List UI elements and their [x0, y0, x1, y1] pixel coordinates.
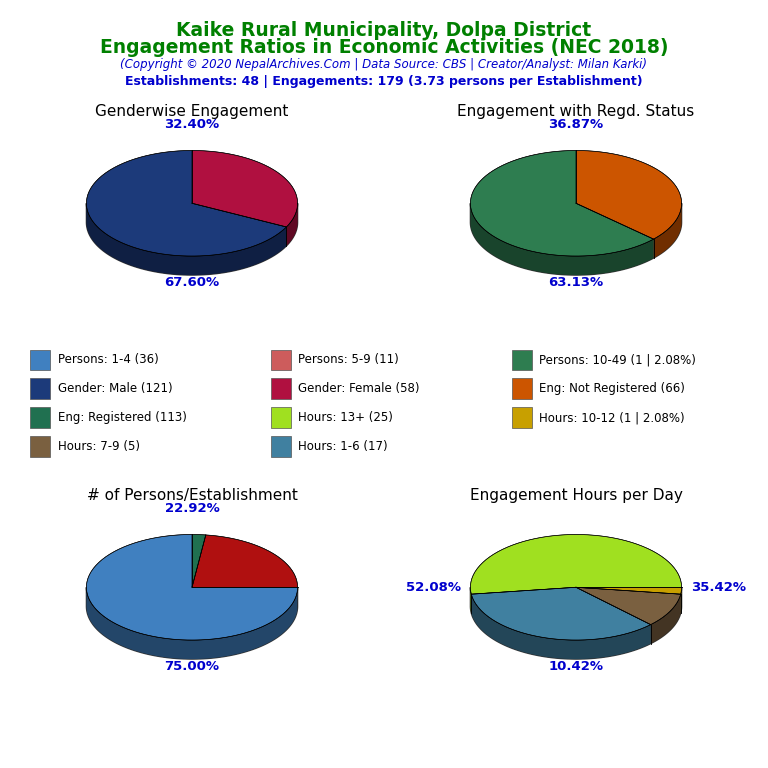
Bar [30, 407, 51, 428]
Polygon shape [86, 588, 297, 659]
Polygon shape [87, 589, 297, 659]
Text: 35.42%: 35.42% [691, 581, 746, 594]
Bar [271, 379, 291, 399]
Text: Hours: 1-6 (17): Hours: 1-6 (17) [298, 440, 388, 453]
Polygon shape [86, 204, 297, 275]
Text: 36.87%: 36.87% [548, 118, 604, 131]
Text: Persons: 1-4 (36): Persons: 1-4 (36) [58, 353, 158, 366]
Polygon shape [471, 588, 472, 613]
Polygon shape [472, 588, 650, 640]
Title: Engagement Hours per Day: Engagement Hours per Day [469, 488, 683, 503]
Polygon shape [654, 205, 681, 258]
Polygon shape [576, 588, 680, 624]
Bar [511, 349, 531, 370]
Polygon shape [471, 151, 654, 256]
Polygon shape [192, 151, 297, 227]
Bar [271, 436, 291, 457]
Text: Kaike Rural Municipality, Dolpa District: Kaike Rural Municipality, Dolpa District [177, 21, 591, 40]
Text: Hours: 13+ (25): Hours: 13+ (25) [298, 411, 393, 424]
Text: 75.00%: 75.00% [164, 660, 220, 673]
Text: Engagement Ratios in Economic Activities (NEC 2018): Engagement Ratios in Economic Activities… [100, 38, 668, 58]
Text: Gender: Male (121): Gender: Male (121) [58, 382, 172, 396]
Text: 52.08%: 52.08% [406, 581, 461, 594]
Text: Persons: 10-49 (1 | 2.08%): Persons: 10-49 (1 | 2.08%) [539, 353, 696, 366]
Polygon shape [576, 151, 681, 239]
Bar [511, 407, 531, 428]
Bar [271, 349, 291, 370]
Text: 67.60%: 67.60% [164, 276, 220, 289]
Text: Establishments: 48 | Engagements: 179 (3.73 persons per Establishment): Establishments: 48 | Engagements: 179 (3… [125, 75, 643, 88]
Text: Eng: Registered (113): Eng: Registered (113) [58, 411, 187, 424]
Text: Hours: 10-12 (1 | 2.08%): Hours: 10-12 (1 | 2.08%) [539, 411, 684, 424]
Polygon shape [87, 151, 286, 256]
Text: 63.13%: 63.13% [548, 276, 604, 289]
Bar [30, 436, 51, 457]
Title: # of Persons/Establishment: # of Persons/Establishment [87, 488, 297, 503]
Polygon shape [470, 588, 682, 659]
Text: 22.92%: 22.92% [164, 502, 220, 515]
Polygon shape [192, 535, 297, 588]
Text: (Copyright © 2020 NepalArchives.Com | Data Source: CBS | Creator/Analyst: Milan : (Copyright © 2020 NepalArchives.Com | Da… [121, 58, 647, 71]
Polygon shape [650, 594, 680, 644]
Title: Engagement with Regd. Status: Engagement with Regd. Status [458, 104, 694, 119]
Polygon shape [680, 588, 681, 613]
Polygon shape [471, 535, 682, 594]
Title: Genderwise Engagement: Genderwise Engagement [95, 104, 289, 119]
Polygon shape [87, 204, 286, 275]
Text: Persons: 5-9 (11): Persons: 5-9 (11) [298, 353, 399, 366]
Bar [511, 379, 531, 399]
Polygon shape [472, 594, 650, 659]
Bar [271, 407, 291, 428]
Bar [30, 349, 51, 370]
Polygon shape [576, 588, 682, 594]
Polygon shape [192, 535, 206, 588]
Text: Eng: Not Registered (66): Eng: Not Registered (66) [539, 382, 685, 396]
Bar [30, 379, 51, 399]
Text: Gender: Female (58): Gender: Female (58) [298, 382, 420, 396]
Text: Hours: 7-9 (5): Hours: 7-9 (5) [58, 440, 140, 453]
Text: 32.40%: 32.40% [164, 118, 220, 131]
Polygon shape [470, 204, 682, 275]
Polygon shape [286, 204, 297, 246]
Polygon shape [471, 206, 654, 275]
Polygon shape [86, 535, 297, 640]
Text: 10.42%: 10.42% [548, 660, 604, 673]
